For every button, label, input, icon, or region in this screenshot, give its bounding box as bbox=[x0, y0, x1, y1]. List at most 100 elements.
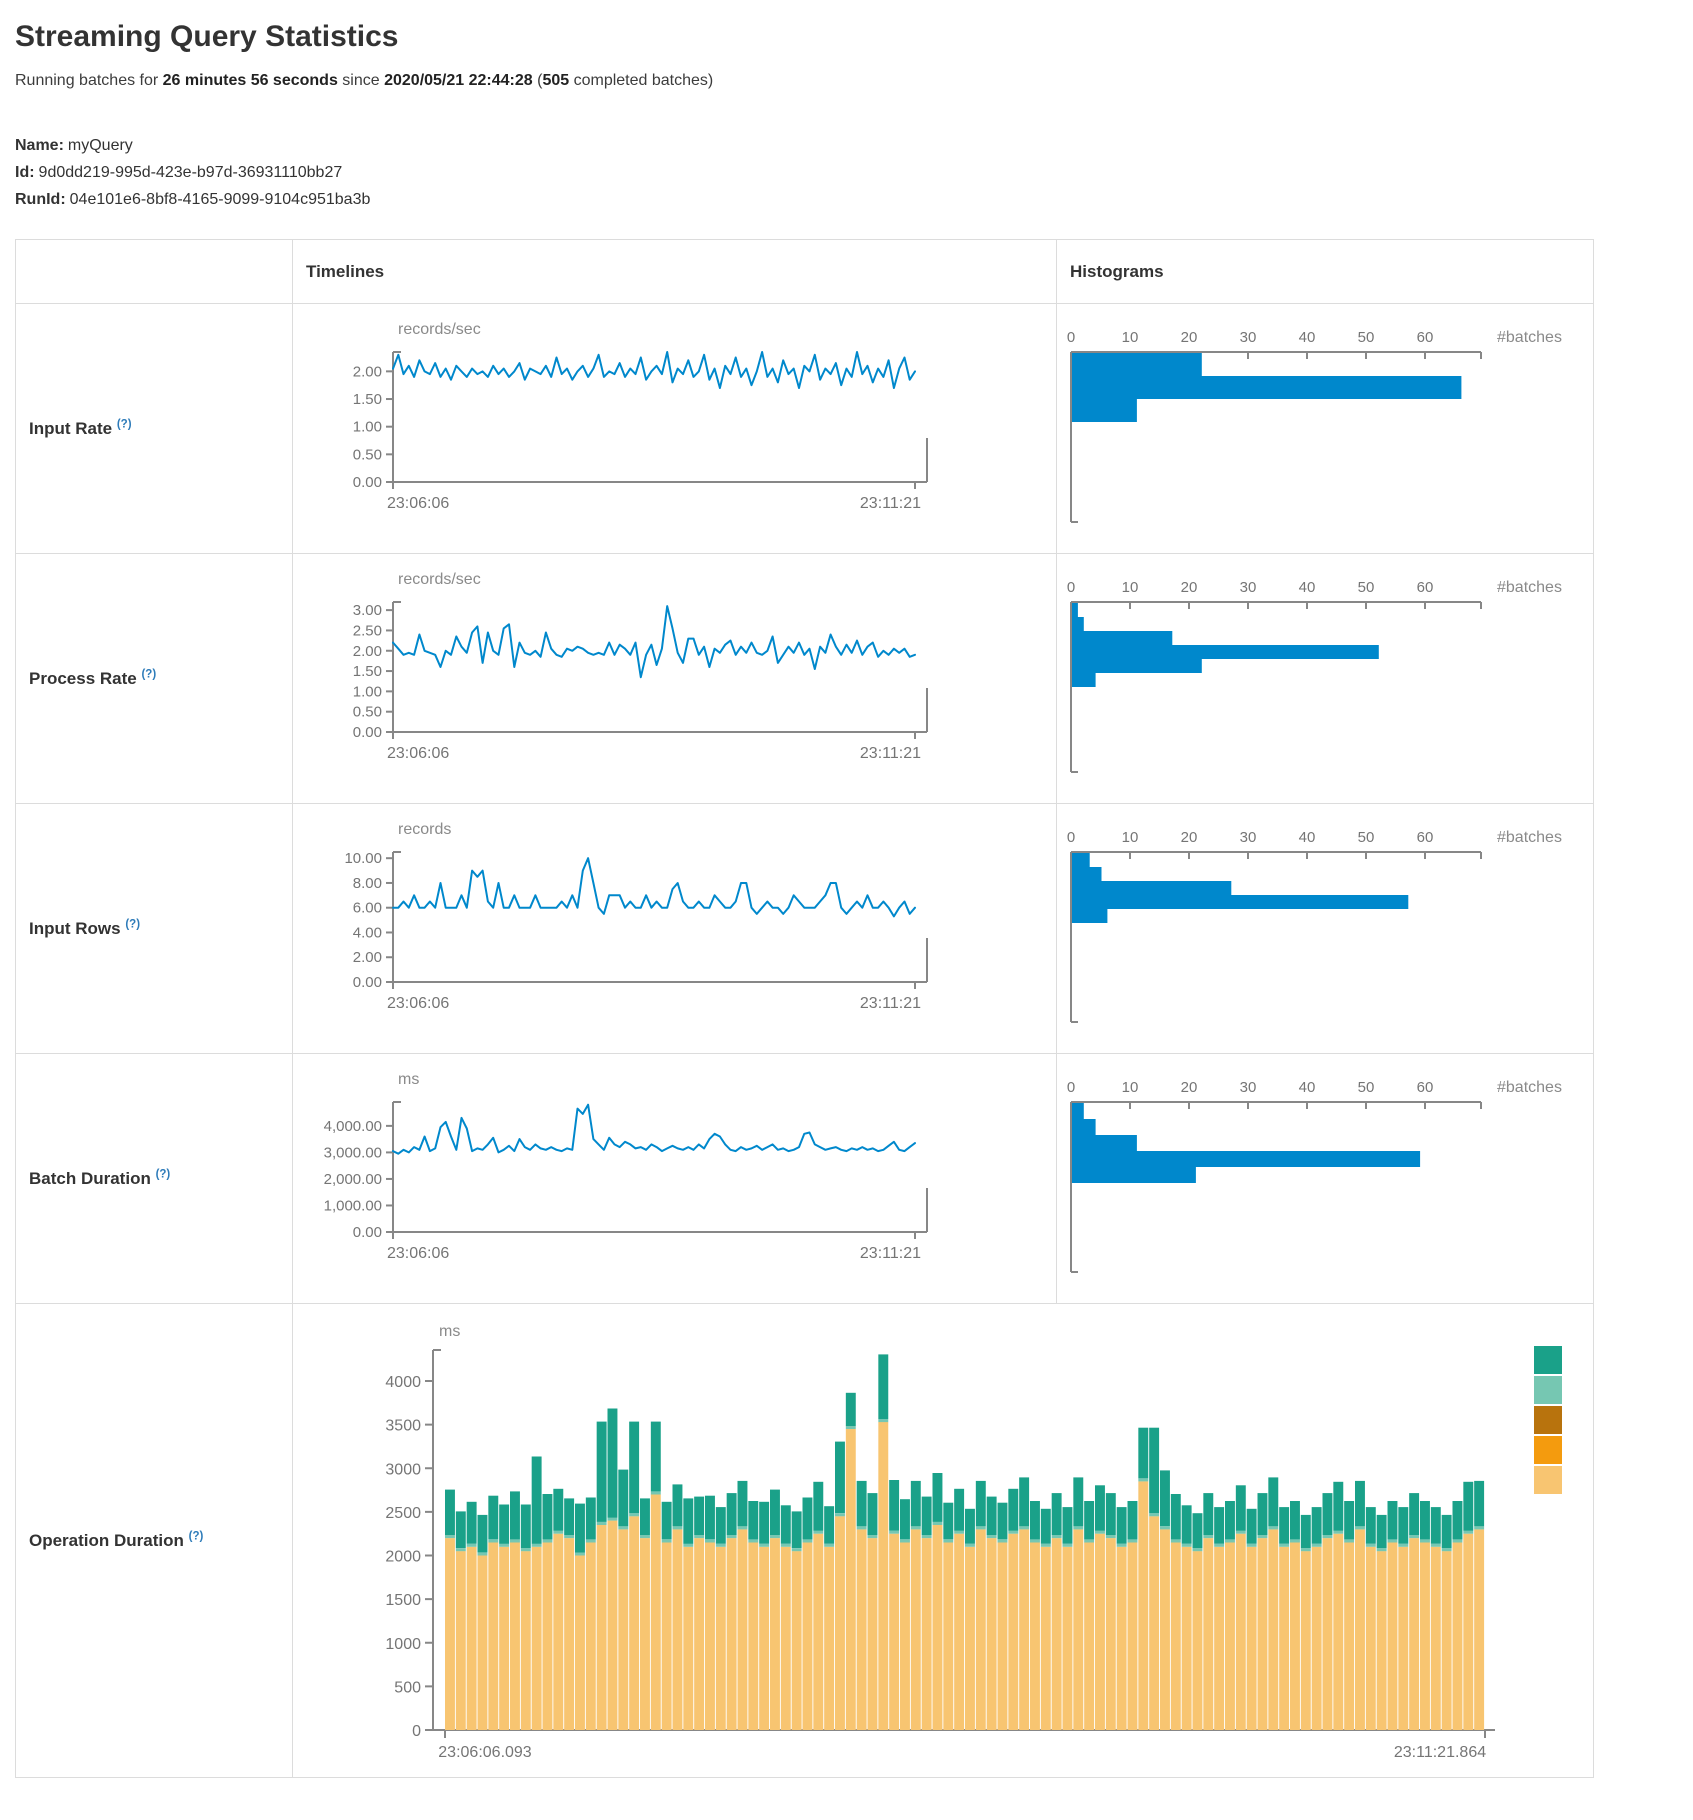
svg-text:60: 60 bbox=[1417, 829, 1434, 846]
paren-open: ( bbox=[532, 72, 543, 89]
stats-table: Timelines Histograms Input Rate (?) reco… bbox=[15, 239, 1594, 1778]
svg-text:10: 10 bbox=[1122, 829, 1139, 846]
id-value: 9d0dd219-995d-423e-b97d-36931110bb27 bbox=[38, 164, 343, 181]
summary-prefix: Running batches for bbox=[15, 72, 163, 89]
svg-text:23:06:06: 23:06:06 bbox=[387, 745, 449, 762]
row-label-batch-duration: Batch Duration (?) bbox=[29, 1168, 171, 1188]
help-icon-input-rows[interactable]: (?) bbox=[125, 918, 141, 931]
name-value: myQuery bbox=[67, 137, 133, 154]
process-rate-row: Process Rate (?) records/sec 0.00 0.50 1.00… bbox=[15, 553, 1594, 804]
runid-label: RunId: bbox=[15, 191, 66, 208]
svg-text:2,000.00: 2,000.00 bbox=[324, 1171, 382, 1188]
table-header-row: Timelines Histograms bbox=[15, 239, 1594, 304]
svg-text:0.50: 0.50 bbox=[353, 704, 382, 721]
svg-text:0.00: 0.00 bbox=[353, 474, 382, 491]
svg-text:2500: 2500 bbox=[385, 1505, 421, 1522]
svg-text:10: 10 bbox=[1122, 579, 1139, 596]
svg-text:#batches: #batches bbox=[1497, 329, 1562, 346]
svg-text:0.50: 0.50 bbox=[353, 446, 382, 463]
svg-text:#batches: #batches bbox=[1497, 579, 1562, 596]
svg-text:23:11:21: 23:11:21 bbox=[860, 1245, 921, 1262]
svg-text:30: 30 bbox=[1240, 1079, 1257, 1096]
running-batches-summary: Running batches for 26 minutes 56 second… bbox=[15, 72, 1693, 90]
svg-text:23:11:21: 23:11:21 bbox=[860, 495, 921, 512]
svg-text:50: 50 bbox=[1358, 579, 1375, 596]
legend-swatch bbox=[1534, 1376, 1562, 1404]
svg-text:10: 10 bbox=[1122, 1079, 1139, 1096]
svg-text:2000: 2000 bbox=[385, 1549, 421, 1566]
input-rate-histogram-chart: 0 10 20 30 40 50 60 #batches bbox=[1057, 304, 1593, 544]
svg-text:60: 60 bbox=[1417, 1079, 1434, 1096]
help-icon-input-rate[interactable]: (?) bbox=[116, 418, 132, 431]
query-id-line: Id: 9d0dd219-995d-423e-b97d-36931110bb27 bbox=[15, 159, 1693, 186]
svg-text:3.00: 3.00 bbox=[353, 602, 382, 619]
svg-text:0: 0 bbox=[1067, 579, 1075, 596]
svg-text:23:11:21: 23:11:21 bbox=[860, 745, 921, 762]
svg-text:60: 60 bbox=[1417, 579, 1434, 596]
svg-text:40: 40 bbox=[1299, 329, 1316, 346]
svg-text:0.00: 0.00 bbox=[353, 1224, 382, 1241]
batch-duration-timeline-chart: ms 0.00 1,000.00 2,000.00 3,000.00 4,000.00 23… bbox=[293, 1054, 1056, 1294]
input-rows-timeline-chart: records 0.00 2.00 4.00 6.00 8.00 10.00 23:06:06… bbox=[293, 804, 1056, 1044]
svg-text:records: records bbox=[398, 821, 451, 838]
svg-text:#batches: #batches bbox=[1497, 829, 1562, 846]
input-rows-row: Input Rows (?) records 0.00 2.00 4.00 6.00 8.… bbox=[15, 803, 1594, 1054]
id-label: Id: bbox=[15, 164, 35, 181]
operation-duration-row: Operation Duration (?) ms 0 500 1000 1500 200… bbox=[15, 1303, 1594, 1778]
svg-text:8.00: 8.00 bbox=[353, 875, 382, 892]
legend-swatch bbox=[1534, 1436, 1562, 1464]
query-meta: Name: myQuery Id: 9d0dd219-995d-423e-b97d-… bbox=[15, 132, 1693, 213]
query-name-line: Name: myQuery bbox=[15, 132, 1693, 159]
svg-text:1,000.00: 1,000.00 bbox=[324, 1197, 382, 1214]
svg-text:23:06:06.093: 23:06:06.093 bbox=[438, 1744, 532, 1761]
row-label-operation-duration: Operation Duration (?) bbox=[29, 1530, 204, 1550]
legend-swatch bbox=[1534, 1346, 1562, 1374]
svg-text:10.00: 10.00 bbox=[344, 850, 382, 867]
svg-text:0: 0 bbox=[1067, 1079, 1075, 1096]
svg-text:3500: 3500 bbox=[385, 1418, 421, 1435]
svg-text:50: 50 bbox=[1358, 829, 1375, 846]
svg-text:records/sec: records/sec bbox=[398, 321, 481, 338]
svg-text:1.00: 1.00 bbox=[353, 683, 382, 700]
batch-duration-row: Batch Duration (?) ms 0.00 1,000.00 2,000.0… bbox=[15, 1053, 1594, 1304]
svg-text:30: 30 bbox=[1240, 329, 1257, 346]
help-icon-batch-duration[interactable]: (?) bbox=[155, 1168, 171, 1181]
svg-text:0.00: 0.00 bbox=[353, 724, 382, 741]
legend-swatch bbox=[1534, 1466, 1562, 1494]
completed-batches-count: 505 bbox=[542, 72, 570, 89]
svg-text:40: 40 bbox=[1299, 829, 1316, 846]
svg-text:10: 10 bbox=[1122, 329, 1139, 346]
svg-text:23:06:06: 23:06:06 bbox=[387, 495, 449, 512]
svg-text:40: 40 bbox=[1299, 579, 1316, 596]
operation-duration-legend bbox=[1534, 1346, 1562, 1496]
svg-text:500: 500 bbox=[394, 1679, 421, 1696]
svg-text:0: 0 bbox=[1067, 329, 1075, 346]
row-label-input-rate: Input Rate (?) bbox=[29, 418, 132, 438]
help-icon-operation-duration[interactable]: (?) bbox=[188, 1530, 204, 1543]
svg-text:2.00: 2.00 bbox=[353, 949, 382, 966]
svg-text:1.00: 1.00 bbox=[353, 419, 382, 436]
svg-text:4,000.00: 4,000.00 bbox=[324, 1118, 382, 1135]
svg-text:0: 0 bbox=[412, 1723, 421, 1740]
operation-duration-stacked-chart: ms 0 500 1000 1500 2000 2500 3000 3500 4000 23:06:… bbox=[293, 1304, 1593, 1774]
svg-text:2.00: 2.00 bbox=[353, 363, 382, 380]
header-empty-cell bbox=[15, 239, 293, 304]
input-rate-row: Input Rate (?) records/sec 0.00 0.50 1.00 1.… bbox=[15, 303, 1594, 554]
svg-text:23:11:21: 23:11:21 bbox=[860, 995, 921, 1012]
runid-value: 04e101e6-8bf8-4165-9099-9104c951ba3b bbox=[69, 191, 371, 208]
svg-text:1.50: 1.50 bbox=[353, 391, 382, 408]
svg-text:23:06:06: 23:06:06 bbox=[387, 995, 449, 1012]
svg-text:30: 30 bbox=[1240, 579, 1257, 596]
svg-text:2.00: 2.00 bbox=[353, 643, 382, 660]
process-rate-timeline-chart: records/sec 0.00 0.50 1.00 1.50 2.00 2.50 3.00 2… bbox=[293, 554, 1056, 794]
svg-text:0.00: 0.00 bbox=[353, 974, 382, 991]
help-icon-process-rate[interactable]: (?) bbox=[141, 668, 157, 681]
legend-swatch bbox=[1534, 1406, 1562, 1434]
svg-text:#batches: #batches bbox=[1497, 1079, 1562, 1096]
svg-text:4.00: 4.00 bbox=[353, 924, 382, 941]
svg-text:50: 50 bbox=[1358, 1079, 1375, 1096]
col-header-histograms: Histograms bbox=[1070, 261, 1164, 281]
input-rows-histogram-chart: 0 10 20 30 40 50 60 #batches bbox=[1057, 804, 1593, 1044]
svg-text:60: 60 bbox=[1417, 329, 1434, 346]
svg-text:23:06:06: 23:06:06 bbox=[387, 1245, 449, 1262]
